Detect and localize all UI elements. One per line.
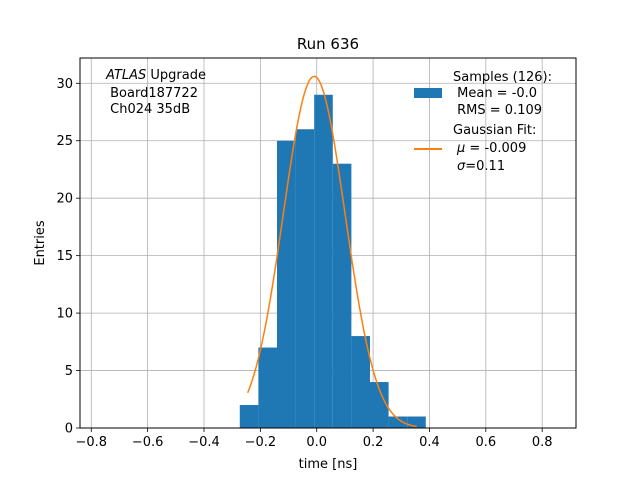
x-tick-label: −0.2 bbox=[245, 435, 277, 450]
histogram-bar bbox=[314, 94, 333, 428]
y-tick-label: 15 bbox=[56, 249, 73, 264]
x-tick-label: 0.8 bbox=[532, 435, 553, 450]
atlas-annotation: ATLAS Upgrade Board187722 Ch024 35dB bbox=[105, 68, 206, 117]
x-tick-label: 0.4 bbox=[419, 435, 440, 450]
y-tick-label: 25 bbox=[56, 134, 73, 149]
legend-fit-title: Gaussian Fit: bbox=[453, 123, 536, 138]
histogram-bar bbox=[295, 129, 315, 428]
y-axis-label: Entries bbox=[33, 220, 48, 266]
x-tick-label: −0.4 bbox=[188, 435, 220, 450]
plot-frame bbox=[79, 57, 577, 429]
mu-symbol: μ bbox=[456, 141, 465, 156]
y-tick-label: 20 bbox=[56, 192, 73, 207]
sigma-symbol: σ bbox=[457, 159, 466, 174]
atlas-label: ATLAS bbox=[105, 68, 146, 83]
annotation-line-1: ATLAS Upgrade bbox=[105, 68, 206, 83]
sigma-value: =0.11 bbox=[465, 159, 505, 174]
chart-title: Run 636 bbox=[297, 35, 359, 53]
legend: Samples (126): Mean = -0.0 RMS = 0.109 G… bbox=[414, 70, 552, 174]
histogram-bar bbox=[407, 416, 426, 428]
x-tick-label: −0.6 bbox=[132, 435, 164, 450]
legend-fit-sigma: σ=0.11 bbox=[457, 159, 505, 174]
histogram-bar bbox=[351, 336, 370, 428]
histogram-bar bbox=[258, 347, 277, 428]
y-tick-label: 5 bbox=[65, 364, 73, 379]
y-tick-label: 30 bbox=[56, 77, 73, 92]
annotation-board: Board187722 bbox=[106, 86, 198, 101]
legend-samples-rms: RMS = 0.109 bbox=[453, 103, 542, 118]
y-tick-label: 10 bbox=[56, 307, 73, 322]
legend-histogram-swatch bbox=[414, 88, 442, 98]
x-axis-ticks: −0.8 −0.6 −0.4 −0.2 0.0 0.2 0.4 0.6 0.8 bbox=[75, 428, 553, 450]
histogram-bars bbox=[239, 94, 426, 429]
legend-samples-title: Samples (126): bbox=[453, 70, 552, 85]
y-axis-ticks: 0 5 10 15 20 25 30 bbox=[56, 77, 80, 437]
x-tick-label: 0.2 bbox=[363, 435, 384, 450]
histogram-bar bbox=[239, 405, 259, 428]
x-tick-label: −0.8 bbox=[75, 435, 107, 450]
legend-samples-mean: Mean = -0.0 bbox=[453, 86, 537, 101]
histogram-bar bbox=[332, 163, 352, 428]
x-tick-label: 0.0 bbox=[306, 435, 327, 450]
mu-value: = -0.009 bbox=[465, 141, 526, 156]
histogram-bar bbox=[369, 382, 389, 428]
upgrade-label: Upgrade bbox=[146, 68, 206, 83]
x-axis-label: time [ns] bbox=[299, 457, 358, 472]
y-tick-label: 0 bbox=[65, 422, 73, 437]
legend-fit-mu: μ = -0.009 bbox=[456, 141, 526, 156]
gaussian-fit-curve bbox=[246, 75, 417, 428]
histogram-bar bbox=[388, 416, 408, 428]
histogram-bar bbox=[276, 140, 296, 429]
x-tick-label: 0.6 bbox=[475, 435, 496, 450]
annotation-channel: Ch024 35dB bbox=[106, 102, 190, 117]
